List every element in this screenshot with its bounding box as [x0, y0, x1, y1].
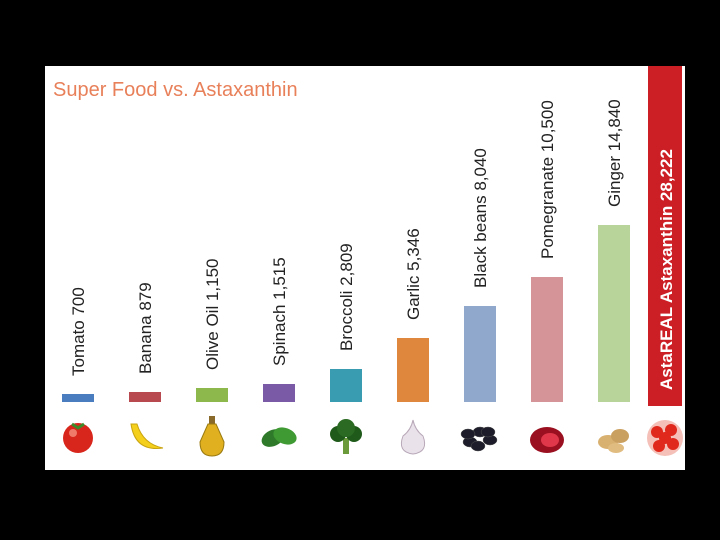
- banana-icon: [130, 423, 164, 449]
- bar-broccoli: [330, 369, 362, 402]
- bar-banana: [129, 392, 161, 402]
- spinach-icon: [261, 427, 297, 447]
- bar-label-tomato: Tomato 700: [69, 287, 88, 376]
- black-beans-icon: [460, 426, 498, 452]
- bar-ginger: [598, 225, 630, 402]
- bar-label-spinach: Spinach 1,515: [270, 257, 289, 366]
- bar-label-pomegranate: Pomegranate 10,500: [538, 100, 557, 259]
- chart-title: Super Food vs. Astaxanthin: [53, 79, 298, 101]
- tomato-icon: [63, 422, 93, 453]
- bar-garlic: [397, 338, 429, 402]
- bar-label-olive-oil: Olive Oil 1,150: [203, 259, 222, 371]
- chart-panel: Super Food vs. Astaxanthin Tomato 700 Ban…: [45, 66, 685, 470]
- broccoli-icon: [330, 419, 362, 454]
- bar-black-beans: [464, 306, 496, 402]
- pomegranate-icon: [530, 427, 564, 453]
- bar-olive-oil: [196, 388, 228, 402]
- bar-label-banana: Banana 879: [136, 282, 155, 374]
- bar-label-astareal-astaxanthin: AstaREAL Astaxanthin 28,222: [657, 149, 676, 390]
- bar-label-ginger: Ginger 14,840: [605, 99, 624, 207]
- ginger-icon: [598, 429, 629, 453]
- bar-spinach: [263, 384, 295, 402]
- garlic-icon: [400, 419, 426, 455]
- bar-tomato: [62, 394, 94, 402]
- bar-chart: Super Food vs. Astaxanthin Tomato 700 Ban…: [53, 66, 683, 457]
- bar-astareal-astaxanthin: [648, 66, 682, 406]
- bar-label-black-beans: Black beans 8,040: [471, 148, 490, 288]
- bar-label-garlic: Garlic 5,346: [404, 228, 423, 320]
- astaxanthin-icon: [647, 420, 683, 456]
- bar-label-broccoli: Broccoli 2,809: [337, 243, 356, 351]
- bar-pomegranate: [531, 277, 563, 402]
- olive-oil-icon: [199, 416, 225, 457]
